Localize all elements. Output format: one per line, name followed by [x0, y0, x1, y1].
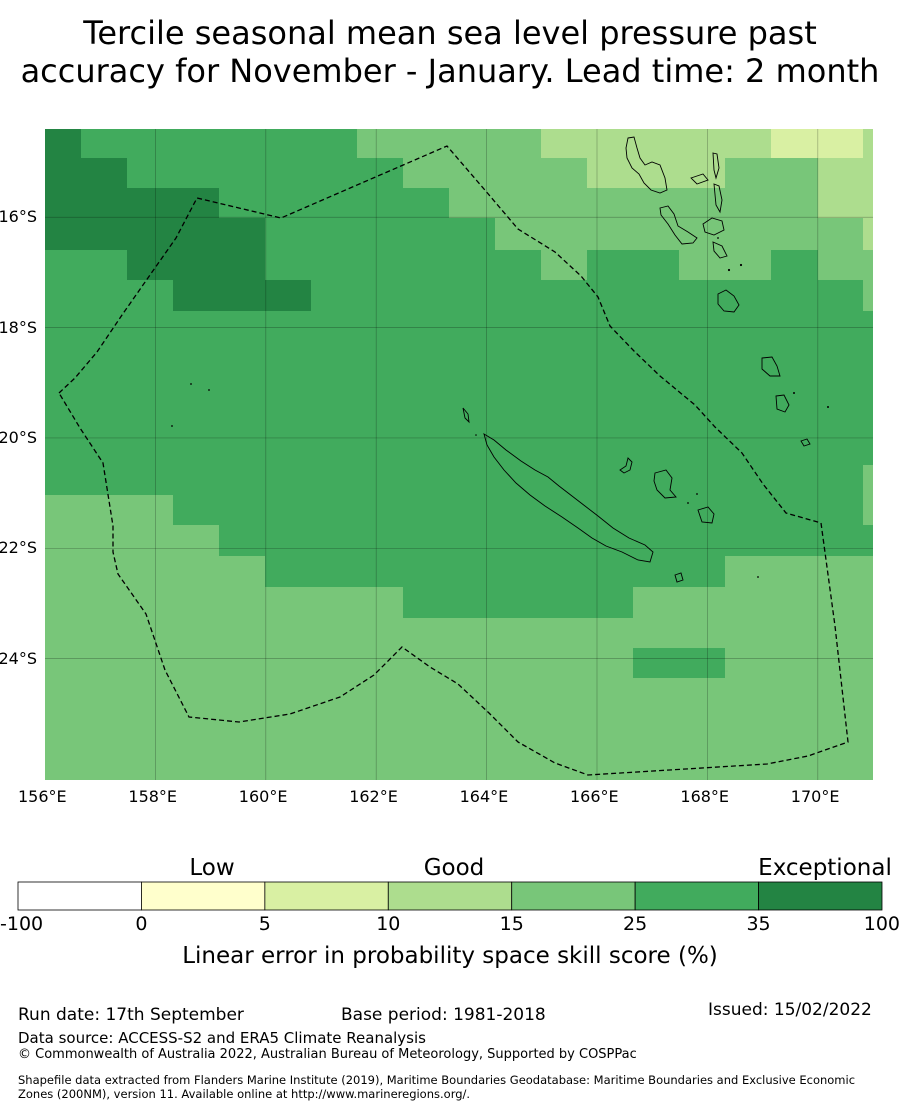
colorbar-bin-0	[17, 881, 142, 911]
colorbar-tick-5: 25	[623, 913, 648, 935]
colorbar-tick-0: -100	[0, 913, 44, 935]
x-tick-label-7: 170°E	[790, 787, 840, 806]
vanuatu-aneityum	[800, 438, 811, 447]
colorbar	[17, 881, 883, 911]
colorbar-bin-1	[141, 881, 266, 911]
map-gridlines	[45, 129, 873, 780]
vanuatu-epi	[712, 241, 728, 259]
vanuatu-erromango	[761, 356, 781, 377]
y-tick-label-1: 18°S	[0, 317, 37, 337]
copyright-notice: © Commonwealth of Australia 2022, Austra…	[18, 1047, 637, 1062]
x-tick-label-2: 160°E	[238, 787, 288, 806]
vanuatu-ambrym	[702, 217, 725, 236]
vanuatu-espiritu-santo	[625, 136, 668, 194]
y-tick-label-3: 22°S	[0, 538, 37, 558]
colorbar-bin-4	[511, 881, 636, 911]
vanuatu-pentecost	[713, 183, 723, 214]
x-tick-label-0: 156°E	[18, 787, 67, 806]
vanuatu-efate	[717, 289, 740, 313]
skill-band-5-10	[771, 129, 863, 158]
x-tick-label-5: 166°E	[570, 787, 619, 806]
y-tick-label-0: 16°S	[0, 207, 37, 227]
vanuatu-ambae	[690, 173, 709, 185]
colorbar-tick-6: 35	[746, 913, 771, 935]
colorbar-tick-2: 5	[258, 913, 271, 935]
skill-band-35-100	[45, 129, 311, 311]
base-period: Base period: 1981-2018	[341, 1005, 546, 1025]
isle-of-pines	[674, 572, 684, 583]
maritime-boundary	[58, 145, 849, 776]
loyalty-islands-ouvea	[619, 457, 633, 474]
x-tick-label-4: 164°E	[459, 787, 509, 806]
colorbar-tick-7: 100	[863, 913, 900, 935]
issued-date: Issued: 15/02/2022	[708, 1000, 872, 1020]
title-line-1: Tercile seasonal mean sea level pressure…	[83, 14, 817, 52]
loyalty-islands-lifou	[653, 469, 677, 499]
colorbar-label: Linear error in probability space skill …	[182, 943, 718, 969]
title-line-2: accuracy for November - January. Lead ti…	[20, 52, 880, 90]
colorbar-category-1: Good	[423, 855, 485, 881]
colorbar-tick-4: 15	[499, 913, 524, 935]
vanuatu-malekula	[659, 205, 698, 245]
colorbar-tick-3: 10	[376, 913, 401, 935]
vanuatu-maewo	[712, 152, 720, 180]
run-date: Run date: 17th September	[18, 1005, 244, 1025]
colorbar-bin-3	[387, 881, 513, 911]
x-tick-label-1: 158°E	[128, 787, 178, 806]
y-tick-label-2: 20°S	[0, 427, 37, 447]
colorbar-category-0: Low	[189, 855, 235, 881]
data-source: Data source: ACCESS-S2 and ERA5 Climate …	[18, 1029, 426, 1047]
x-tick-label-6: 168°E	[680, 787, 730, 806]
y-tick-label-4: 24°S	[0, 648, 37, 668]
loyalty-islands-mare	[697, 506, 715, 524]
colorbar-bin-6	[758, 881, 883, 911]
new-caledonia-islet-north	[462, 407, 470, 424]
new-caledonia-island	[483, 433, 654, 563]
colorbar-bin-2	[264, 881, 389, 911]
coastlines	[462, 136, 811, 583]
small-islets	[171, 237, 829, 578]
colorbar-category-2: Exceptional	[758, 855, 892, 881]
skill-map	[45, 129, 873, 780]
shapefile-credit-line-2: Zones (200NM), version 11. Available onl…	[18, 1087, 471, 1101]
colorbar-bin-5	[634, 881, 759, 911]
shapefile-credit-line-1: Shapefile data extracted from Flanders M…	[18, 1073, 856, 1087]
vanuatu-tanna	[775, 394, 790, 413]
chart-title: Tercile seasonal mean sea level pressure…	[0, 14, 900, 90]
x-tick-label-3: 162°E	[349, 787, 398, 806]
colorbar-tick-1: 0	[135, 913, 148, 935]
skill-band-10-15	[541, 129, 873, 250]
